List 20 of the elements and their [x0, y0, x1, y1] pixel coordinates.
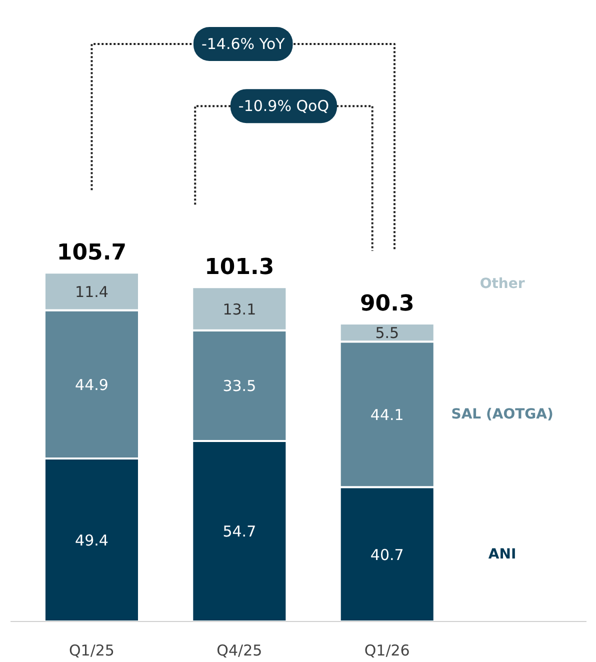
- series-label: SAL (AOTGA): [451, 406, 554, 422]
- data-label: 40.7: [370, 546, 404, 564]
- data-label: 44.1: [370, 406, 404, 424]
- data-label: 49.4: [75, 531, 108, 550]
- data-label: 5.5: [375, 324, 400, 342]
- data-label: 54.7: [222, 522, 256, 541]
- data-label: 44.9: [75, 376, 108, 394]
- data-label: 11.4: [75, 282, 108, 301]
- text: -14.6% YoY: [201, 34, 286, 53]
- data-label: 13.1: [222, 300, 256, 318]
- x-tick-label: Q1/25: [68, 642, 114, 660]
- total-label: 90.3: [360, 291, 414, 316]
- x-tick-label: Q1/26: [364, 642, 410, 660]
- text: Other: [480, 276, 525, 292]
- text: ANI: [488, 546, 516, 562]
- total-label: 101.3: [204, 254, 274, 280]
- text: -10.9% QoQ: [238, 97, 330, 116]
- total-label: 105.7: [56, 240, 127, 266]
- x-tick-label: Q4/25: [216, 642, 262, 660]
- data-label: 33.5: [222, 377, 256, 396]
